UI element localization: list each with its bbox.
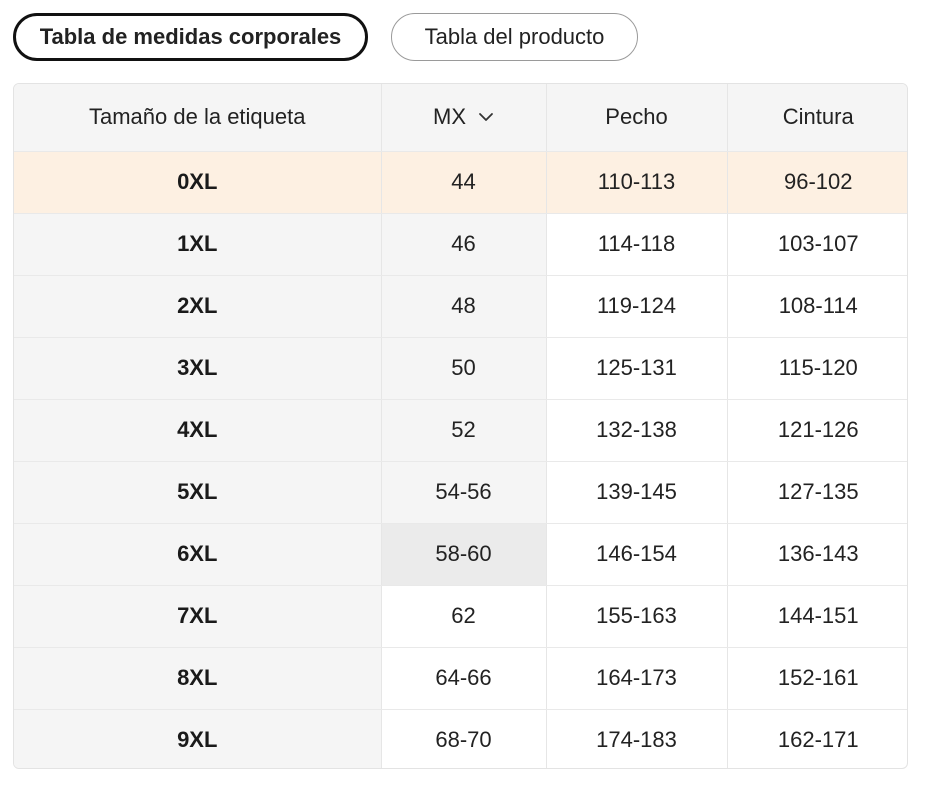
chest-cell: 110-113 xyxy=(546,151,728,214)
table-row[interactable]: 6XL 58-60 146-154 136-143 xyxy=(14,523,907,586)
table-row[interactable]: 4XL 52 132-138 121-126 xyxy=(14,399,907,462)
waist-cell: 144-151 xyxy=(727,585,907,648)
chest-cell: 146-154 xyxy=(546,523,728,586)
size-cell: 2XL xyxy=(14,275,382,338)
size-table-container: Tamaño de la etiqueta MX Pecho Cintura xyxy=(13,83,908,769)
waist-cell: 115-120 xyxy=(727,337,907,400)
size-cell: 9XL xyxy=(14,709,382,768)
table-row[interactable]: 5XL 54-56 139-145 127-135 xyxy=(14,461,907,524)
size-chart-tabs: Tabla de medidas corporales Tabla del pr… xyxy=(13,13,638,61)
mx-cell: 64-66 xyxy=(381,647,547,710)
waist-cell: 136-143 xyxy=(727,523,907,586)
waist-cell: 121-126 xyxy=(727,399,907,462)
chest-cell: 114-118 xyxy=(546,213,728,276)
size-cell: 5XL xyxy=(14,461,382,524)
chest-cell: 139-145 xyxy=(546,461,728,524)
waist-cell: 152-161 xyxy=(727,647,907,710)
header-label-mx: MX xyxy=(433,104,466,130)
table-row[interactable]: 8XL 64-66 164-173 152-161 xyxy=(14,647,907,710)
header-label-chest: Pecho xyxy=(546,84,728,152)
chest-cell: 174-183 xyxy=(546,709,728,768)
size-cell: 3XL xyxy=(14,337,382,400)
mx-cell: 68-70 xyxy=(381,709,547,768)
size-cell: 0XL xyxy=(14,151,382,214)
tab-body-measurements[interactable]: Tabla de medidas corporales xyxy=(13,13,368,61)
table-row[interactable]: 7XL 62 155-163 144-151 xyxy=(14,585,907,648)
table-row[interactable]: 1XL 46 114-118 103-107 xyxy=(14,213,907,276)
header-mx-selector[interactable]: MX xyxy=(381,84,547,152)
mx-cell: 58-60 xyxy=(381,523,547,586)
mx-cell: 46 xyxy=(381,213,547,276)
mx-cell: 52 xyxy=(381,399,547,462)
table-row[interactable]: 3XL 50 125-131 115-120 xyxy=(14,337,907,400)
size-cell: 7XL xyxy=(14,585,382,648)
size-cell: 8XL xyxy=(14,647,382,710)
waist-cell: 103-107 xyxy=(727,213,907,276)
waist-cell: 96-102 xyxy=(727,151,907,214)
size-cell: 4XL xyxy=(14,399,382,462)
chest-cell: 164-173 xyxy=(546,647,728,710)
tab-product-measurements[interactable]: Tabla del producto xyxy=(391,13,638,61)
size-table: Tamaño de la etiqueta MX Pecho Cintura xyxy=(14,84,907,768)
mx-cell: 48 xyxy=(381,275,547,338)
table-row[interactable]: 2XL 48 119-124 108-114 xyxy=(14,275,907,338)
chevron-down-icon xyxy=(478,111,494,123)
size-cell: 1XL xyxy=(14,213,382,276)
chest-cell: 119-124 xyxy=(546,275,728,338)
table-row[interactable]: 0XL 44 110-113 96-102 xyxy=(14,151,907,214)
size-cell: 6XL xyxy=(14,523,382,586)
mx-cell: 62 xyxy=(381,585,547,648)
header-label-size: Tamaño de la etiqueta xyxy=(14,84,382,152)
chest-cell: 132-138 xyxy=(546,399,728,462)
mx-cell: 54-56 xyxy=(381,461,547,524)
mx-cell: 44 xyxy=(381,151,547,214)
chest-cell: 125-131 xyxy=(546,337,728,400)
table-header-row: Tamaño de la etiqueta MX Pecho Cintura xyxy=(14,84,907,152)
waist-cell: 108-114 xyxy=(727,275,907,338)
table-row[interactable]: 9XL 68-70 174-183 162-171 xyxy=(14,709,907,768)
waist-cell: 127-135 xyxy=(727,461,907,524)
waist-cell: 162-171 xyxy=(777,727,859,753)
header-label-waist: Cintura xyxy=(727,84,907,152)
chest-cell: 155-163 xyxy=(546,585,728,648)
mx-cell: 50 xyxy=(381,337,547,400)
